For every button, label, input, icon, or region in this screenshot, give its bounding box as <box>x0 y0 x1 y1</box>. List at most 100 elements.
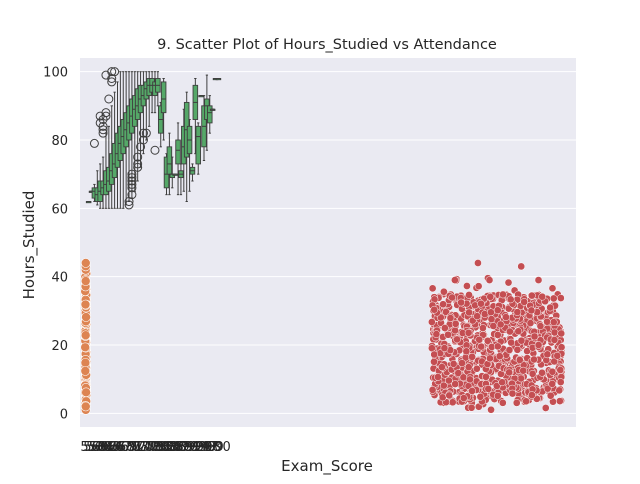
scatter-point <box>484 385 493 393</box>
scatter-point <box>476 392 485 401</box>
box-81 <box>160 78 167 141</box>
scatter-point <box>440 344 449 352</box>
scatter-point <box>493 392 502 400</box>
scatter-point <box>550 328 559 337</box>
box-outlier <box>127 190 137 200</box>
scatter-point <box>557 343 566 352</box>
x-tick-label: 72 <box>129 440 146 455</box>
x-tick-label: 93 <box>190 440 207 455</box>
box-body <box>207 105 213 124</box>
x-tick-label: 73 <box>132 440 149 455</box>
scatter-point <box>512 399 521 407</box>
x-tick-label: 55 <box>80 440 97 455</box>
box-outlier <box>127 173 137 183</box>
box-64 <box>110 67 120 209</box>
scatter-point <box>451 326 459 335</box>
x-tick-label: 60 <box>95 440 112 455</box>
scatter-point <box>439 300 447 309</box>
scatter-point <box>517 262 526 271</box>
scatter-point <box>546 391 555 400</box>
strip-point <box>80 258 91 268</box>
x-tick-label: 97 <box>201 440 218 455</box>
scatter-point <box>541 404 550 412</box>
box-90 <box>186 119 193 192</box>
x-tick-label: 86 <box>170 440 187 455</box>
box-60 <box>98 115 108 209</box>
x-tick-label: 83 <box>161 440 178 455</box>
scatter-point <box>487 405 495 414</box>
scatter-point <box>506 295 515 304</box>
scatter-point <box>475 335 484 344</box>
scatter-point <box>498 378 506 387</box>
x-tick-label: 58 <box>89 440 106 455</box>
scatter-point <box>538 292 547 301</box>
scatter-point <box>489 322 498 330</box>
strip-series <box>80 258 92 415</box>
scatter-point <box>492 382 501 390</box>
scatter-point <box>474 259 482 267</box>
scatter-point <box>482 373 490 381</box>
scatter-point <box>555 386 564 395</box>
scatter-point <box>446 314 455 322</box>
scatter-point <box>548 284 557 293</box>
scatter-point <box>515 356 524 364</box>
box-outlier <box>133 159 143 169</box>
scatter-point <box>550 336 559 344</box>
scatter-point <box>486 292 495 301</box>
y-tick-label: 0 <box>60 407 68 422</box>
x-tick-label: 74 <box>135 440 152 455</box>
x-tick-label: 78 <box>147 440 164 455</box>
x-tick-label: 91 <box>184 440 201 455</box>
box-outlier <box>89 138 99 148</box>
box-83 <box>166 132 173 196</box>
x-tick-label: 81 <box>155 440 172 455</box>
y-tick-label: 20 <box>51 339 68 354</box>
scatter-point <box>428 318 436 326</box>
box-55 <box>85 201 92 204</box>
box-outlier <box>101 108 111 118</box>
x-tick-label: 90 <box>181 440 198 455</box>
x-tick-label: 85 <box>167 440 184 455</box>
x-tick-label: 92 <box>187 440 204 455</box>
box-87 <box>178 163 184 196</box>
scatter-point <box>465 308 473 317</box>
scatter-point <box>499 290 507 299</box>
scatter-point <box>520 298 529 306</box>
strip-point <box>80 357 91 368</box>
scatter-point <box>466 375 474 384</box>
scatter-point <box>556 366 565 374</box>
box-series <box>85 67 222 210</box>
box-outlier <box>141 128 151 138</box>
scatter-point <box>440 287 448 296</box>
scatter-point <box>557 329 566 338</box>
scatter-point <box>483 336 492 345</box>
x-tick-label: 71 <box>127 440 144 455</box>
scatter-point <box>553 351 562 360</box>
strip-point <box>80 276 91 286</box>
x-tick-label: 66 <box>112 440 129 455</box>
box-62 <box>104 94 114 209</box>
scatter-point <box>430 350 439 359</box>
scatter-point <box>527 306 536 315</box>
scatter-point <box>519 366 528 375</box>
box-97 <box>207 95 213 134</box>
scatter-point <box>448 398 457 407</box>
scatter-point <box>493 342 502 351</box>
box-outlier <box>127 169 137 179</box>
box-outlier <box>133 152 143 162</box>
x-tick-label: 99 <box>207 440 224 455</box>
scatter-point <box>440 324 449 332</box>
scatter-point <box>479 324 487 332</box>
scatter-point <box>468 353 476 361</box>
scatter-point <box>506 327 514 336</box>
box-100 <box>215 78 222 81</box>
scatter-point <box>517 336 526 345</box>
x-tick-label: 89 <box>178 440 195 455</box>
x-tick-label: 94 <box>193 440 210 455</box>
box-80 <box>157 101 164 148</box>
box-outlier <box>98 125 108 135</box>
scatter-point <box>428 386 437 394</box>
scatter-point <box>428 284 437 293</box>
box-92 <box>192 78 199 155</box>
